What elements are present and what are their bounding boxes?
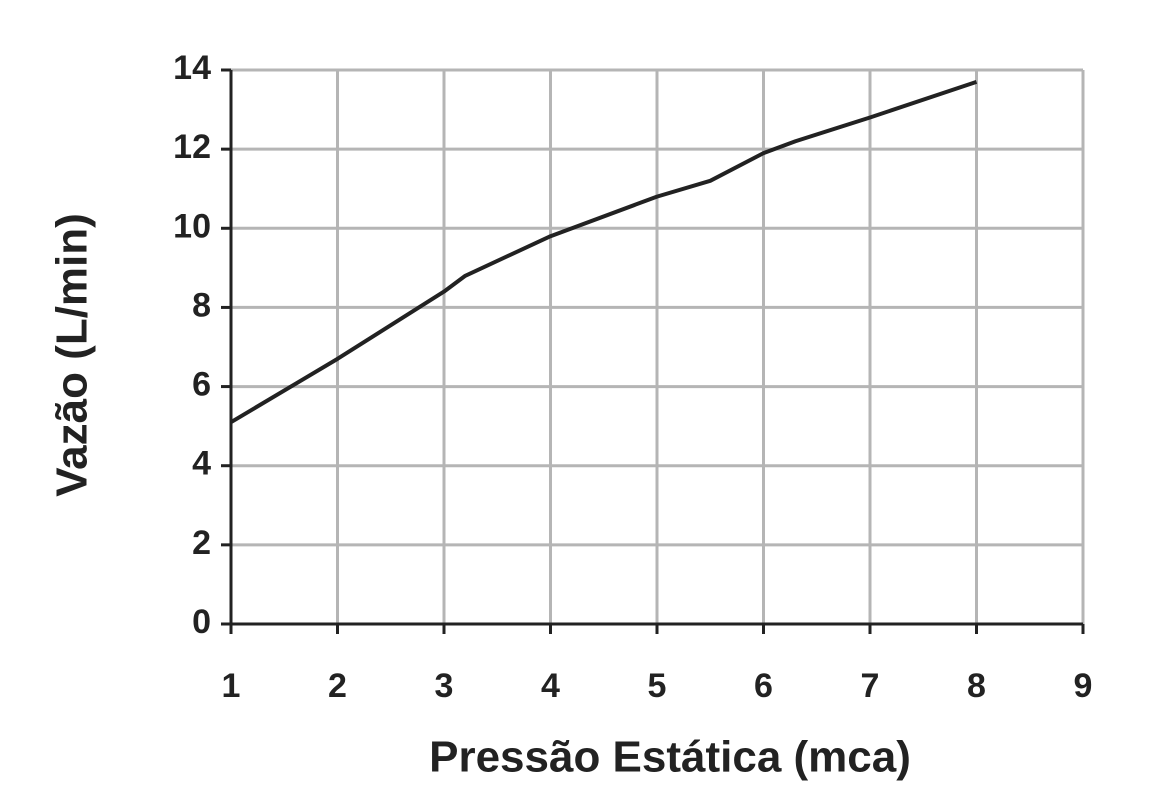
x-tick-label: 7 bbox=[861, 667, 880, 705]
x-tick-label: 5 bbox=[648, 667, 667, 705]
y-tick-label: 4 bbox=[192, 445, 211, 483]
y-tick-label: 12 bbox=[173, 128, 211, 166]
y-tick-label: 10 bbox=[173, 207, 211, 245]
x-tick-label: 8 bbox=[967, 667, 986, 705]
x-tick-label: 1 bbox=[222, 667, 241, 705]
x-tick-label: 3 bbox=[435, 667, 454, 705]
x-tick-label: 4 bbox=[541, 667, 560, 705]
y-tick-label: 14 bbox=[173, 49, 211, 87]
x-tick-label: 6 bbox=[754, 667, 773, 705]
x-tick-label: 9 bbox=[1074, 667, 1093, 705]
y-axis-title: Vazão (L/min) bbox=[48, 213, 97, 497]
y-tick-label: 0 bbox=[192, 603, 211, 641]
x-axis-title: Pressão Estática (mca) bbox=[429, 733, 911, 782]
x-tick-label: 2 bbox=[328, 667, 347, 705]
data-line bbox=[229, 79, 978, 424]
y-tick-label: 2 bbox=[192, 524, 211, 562]
y-tick-label: 8 bbox=[192, 286, 211, 324]
y-tick-label: 6 bbox=[192, 366, 211, 404]
